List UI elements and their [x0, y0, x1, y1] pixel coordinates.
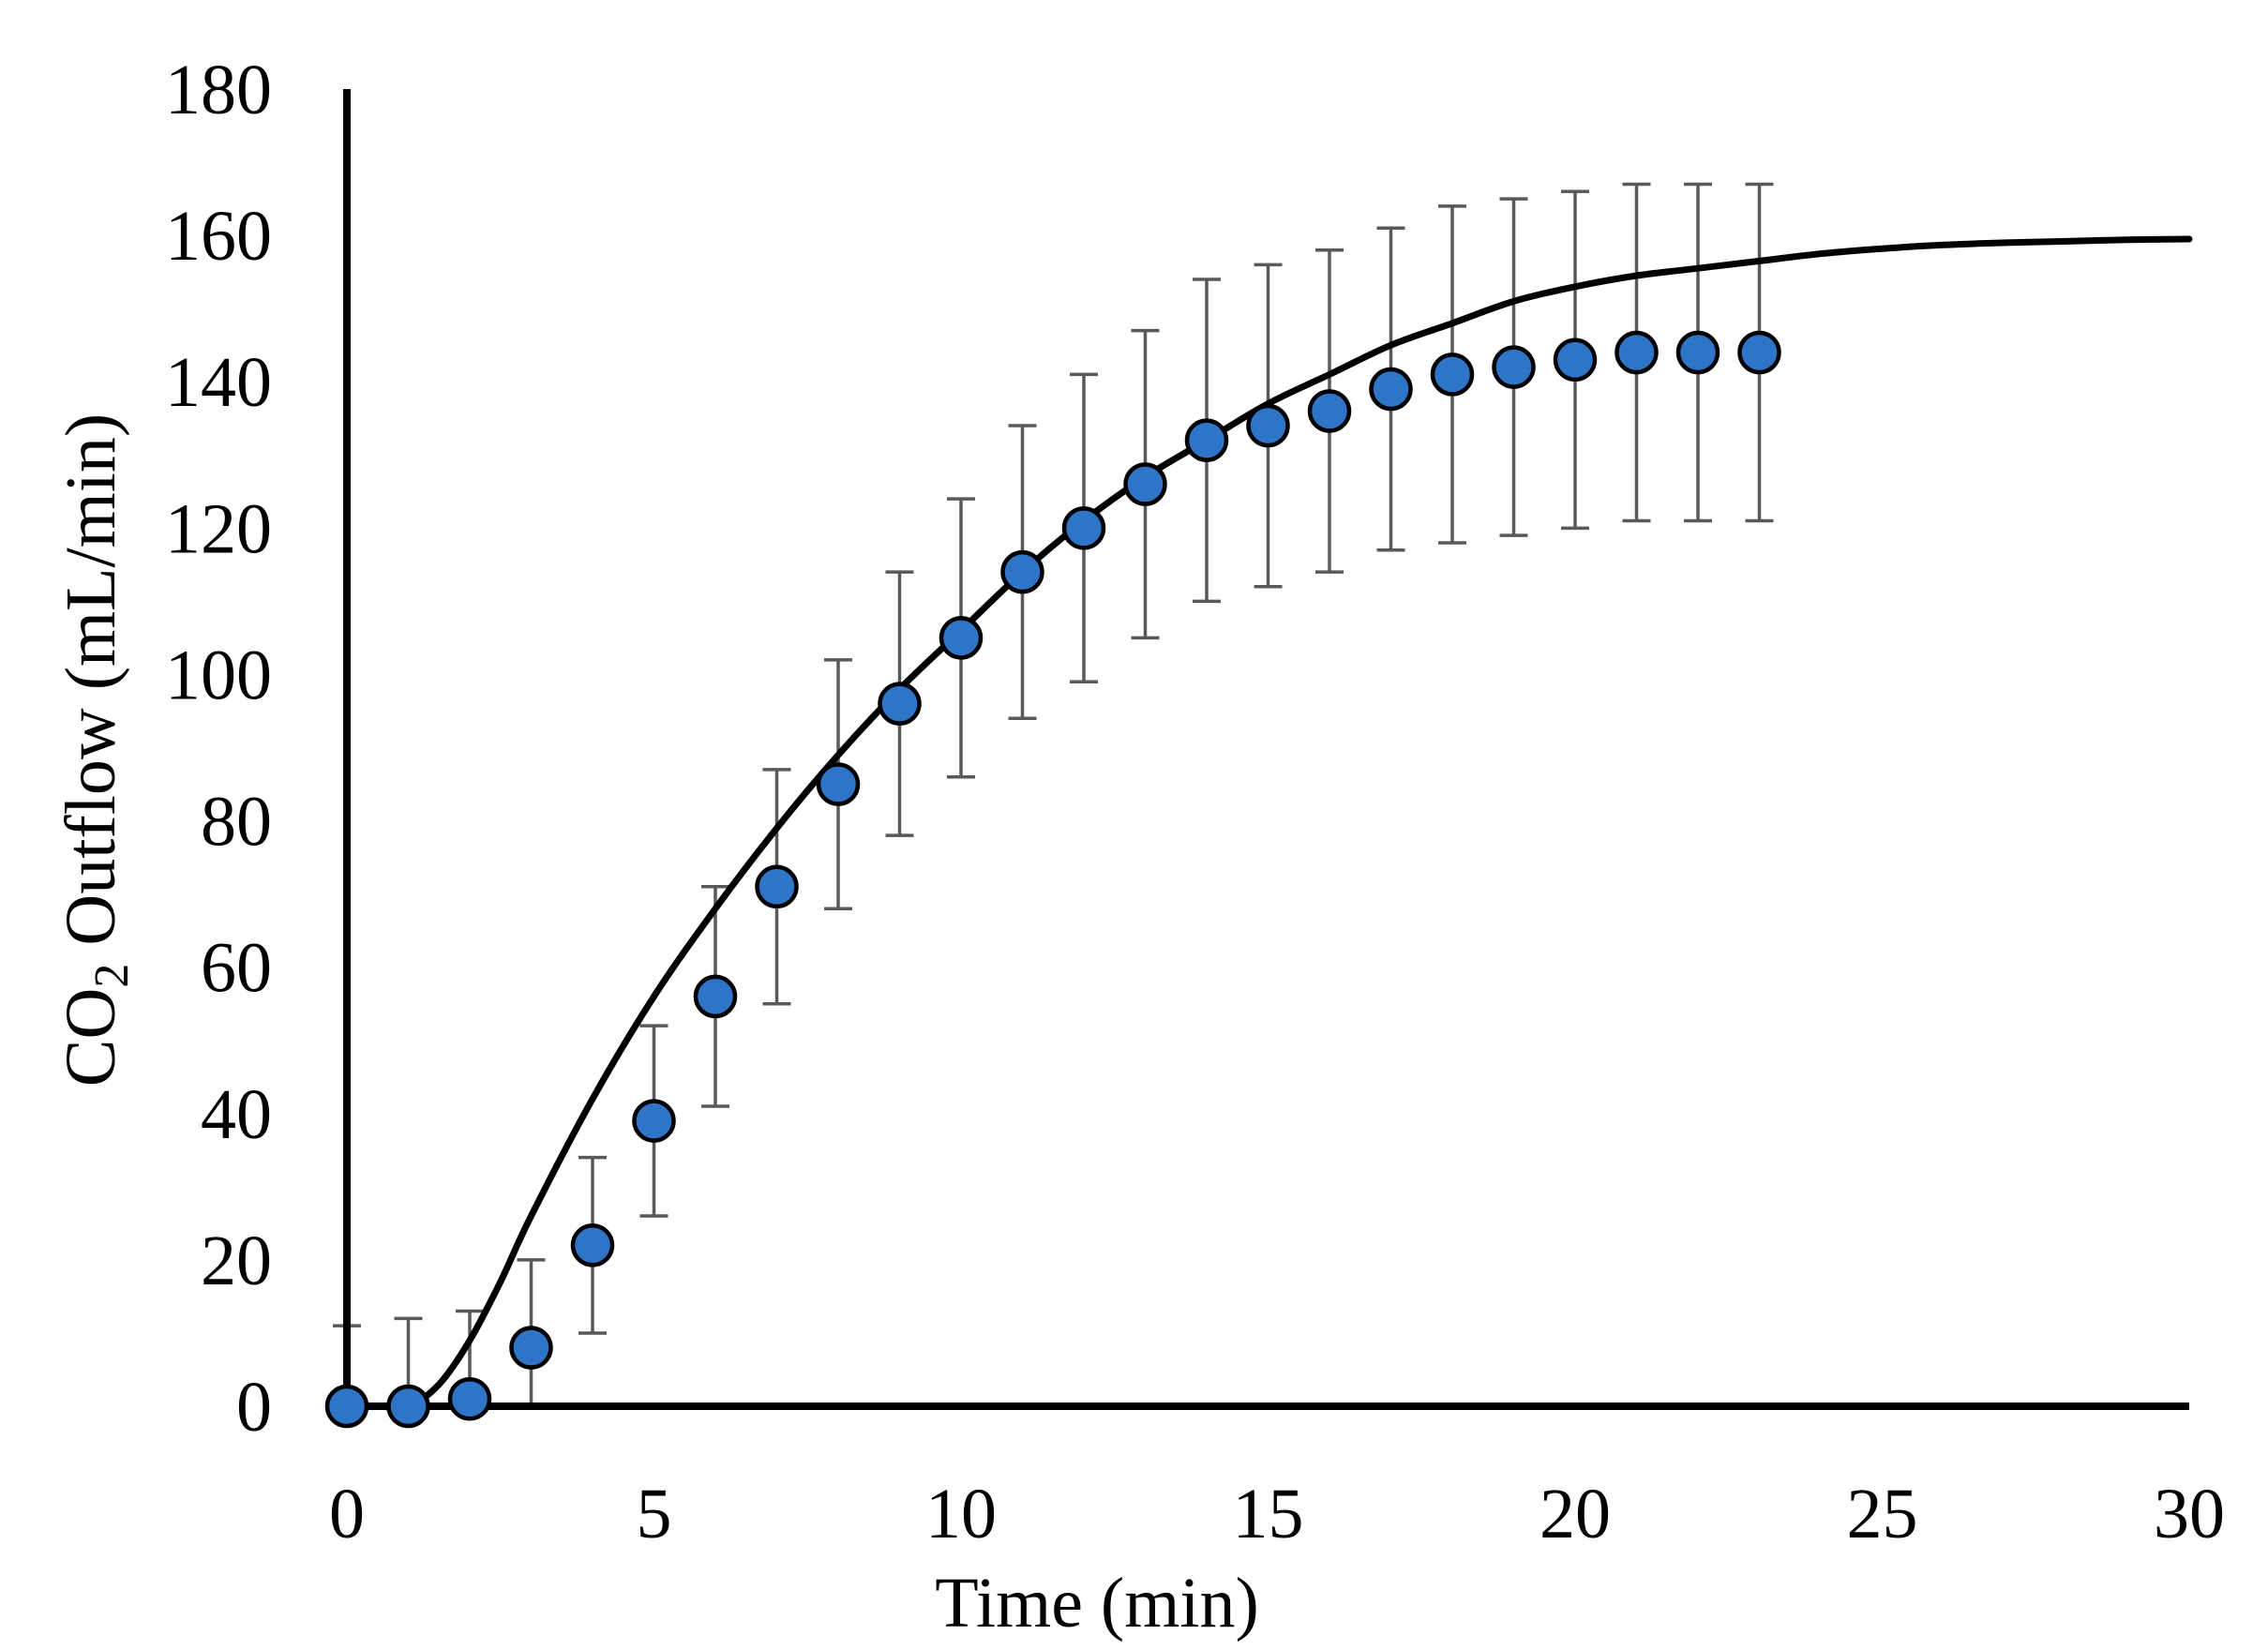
x-tick-label-10: 10 [925, 1475, 997, 1553]
x-tick-label-15: 15 [1233, 1475, 1304, 1553]
data-point-6 [693, 974, 738, 1019]
data-point-1 [386, 1384, 430, 1429]
y-tick-label-140: 140 [165, 343, 272, 422]
x-tick-label-25: 25 [1847, 1475, 1918, 1553]
data-point-22 [1675, 330, 1720, 375]
y-tick-label-20: 20 [201, 1222, 272, 1300]
y-tick-label-40: 40 [201, 1075, 272, 1154]
x-tick-label-30: 30 [2154, 1475, 2225, 1553]
y-axis-title-main: CO [52, 988, 130, 1088]
data-point-15 [1246, 403, 1290, 448]
measured-points [324, 330, 1781, 1429]
tick-labels: 0 5 10 15 20 25 30 0 20 40 60 80 100 120 140 160 180 [165, 51, 2225, 1553]
data-point-20 [1553, 338, 1598, 382]
data-point-17 [1369, 367, 1413, 412]
data-point-16 [1307, 389, 1352, 433]
data-point-11 [1000, 549, 1044, 594]
data-point-4 [570, 1223, 615, 1268]
data-point-12 [1061, 506, 1106, 550]
data-point-9 [878, 682, 922, 726]
data-point-21 [1615, 330, 1659, 375]
data-point-13 [1123, 462, 1167, 506]
data-point-18 [1430, 352, 1475, 397]
x-axis-title: Time (min) [935, 1564, 1259, 1642]
data-point-19 [1492, 345, 1536, 389]
x-tick-label-0: 0 [329, 1475, 365, 1553]
y-tick-label-100: 100 [165, 636, 272, 714]
data-point-14 [1184, 418, 1229, 462]
y-tick-label-0: 0 [236, 1368, 272, 1447]
data-point-7 [755, 864, 799, 909]
data-point-23 [1737, 330, 1781, 375]
y-tick-label-180: 180 [165, 51, 272, 129]
data-point-5 [632, 1099, 676, 1143]
x-tick-label-20: 20 [1540, 1475, 1611, 1553]
y-axis-title: CO2 Outflow (mL/min) [52, 413, 139, 1087]
y-tick-label-160: 160 [165, 197, 272, 276]
x-tick-label-5: 5 [637, 1475, 672, 1553]
data-point-0 [324, 1384, 369, 1429]
y-tick-label-80: 80 [201, 783, 272, 862]
y-tick-label-60: 60 [201, 929, 272, 1008]
axes [343, 89, 2189, 1410]
y-axis-title-rest: Outflow (mL/min) [52, 413, 130, 964]
y-axis-title-subscript: 2 [85, 964, 139, 988]
data-point-3 [509, 1326, 553, 1370]
data-point-2 [447, 1376, 492, 1421]
data-point-10 [939, 616, 984, 660]
y-tick-label-120: 120 [165, 489, 272, 568]
data-point-8 [816, 762, 861, 806]
